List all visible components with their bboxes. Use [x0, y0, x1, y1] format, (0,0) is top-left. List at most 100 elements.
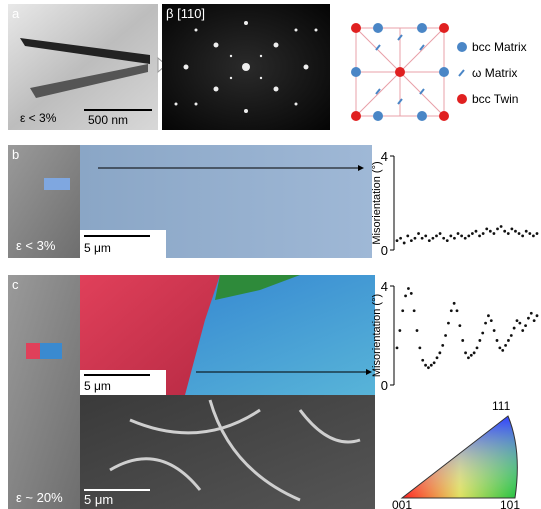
- scale-bar-label: 5 μm: [84, 379, 111, 393]
- strain-label: ε ~ 20%: [16, 490, 63, 505]
- data-point: [496, 339, 499, 342]
- data-point: [510, 227, 513, 230]
- ipf-corner: 101: [500, 498, 520, 509]
- ipf-triangle-overlay: [402, 416, 517, 498]
- y-axis-label: Misorientation (°): [371, 161, 383, 244]
- data-point: [527, 317, 530, 320]
- data-point: [442, 237, 445, 240]
- data-point: [407, 287, 410, 290]
- data-point: [399, 237, 402, 240]
- scale-bar-label: 500 nm: [88, 113, 128, 127]
- scan-region: [44, 178, 70, 190]
- data-point: [533, 319, 536, 322]
- data-point: [470, 354, 473, 357]
- panel-b: b ε < 3% 5 μm: [8, 145, 372, 258]
- data-point: [490, 319, 493, 322]
- data-point: [433, 361, 436, 364]
- ipf-corner: 001: [392, 498, 412, 509]
- data-point: [461, 339, 464, 342]
- data-point: [456, 309, 459, 312]
- legend-swatch: [459, 70, 464, 76]
- data-point: [436, 356, 439, 359]
- strain-label: ε < 3%: [20, 111, 57, 125]
- data-point: [478, 235, 481, 238]
- y-tick-label: 4: [381, 279, 388, 294]
- y-axis-label: Misorientation (°): [371, 294, 383, 377]
- scale-bar-label: 5 μm: [84, 492, 113, 507]
- data-point: [530, 312, 533, 315]
- data-point: [504, 344, 507, 347]
- data-point: [406, 235, 409, 238]
- panel-label: a: [12, 6, 20, 21]
- panel-label: b: [12, 147, 19, 162]
- data-point: [446, 239, 449, 242]
- data-point: [487, 314, 490, 317]
- data-point: [528, 232, 531, 235]
- data-point: [467, 235, 470, 238]
- data-point: [435, 235, 438, 238]
- kam-map: [80, 395, 375, 509]
- data-point: [478, 339, 481, 342]
- panel-label: c: [12, 277, 19, 292]
- data-point: [524, 324, 527, 327]
- data-point: [396, 239, 399, 242]
- data-point: [518, 232, 521, 235]
- data-point: [403, 242, 406, 245]
- ipf-key: 111 001 101: [392, 399, 520, 509]
- data-point: [421, 237, 424, 240]
- legend-label: bcc Matrix: [472, 40, 527, 54]
- data-point: [453, 237, 456, 240]
- data-point: [503, 230, 506, 233]
- data-point: [536, 232, 539, 235]
- data-point: [447, 322, 450, 325]
- legend-label: bcc Twin: [472, 92, 518, 106]
- data-point: [521, 329, 524, 332]
- data-point: [401, 309, 404, 312]
- data-point: [421, 359, 424, 362]
- data-point: [510, 334, 513, 337]
- data-point: [427, 366, 430, 369]
- data-point: [518, 322, 521, 325]
- data-point: [410, 239, 413, 242]
- data-point: [471, 232, 474, 235]
- figure: a ε < 3% 500 nm β [110]: [0, 0, 541, 509]
- data-point: [475, 230, 478, 233]
- data-point: [496, 227, 499, 230]
- data-point: [482, 232, 485, 235]
- strain-label: ε < 3%: [16, 238, 56, 253]
- data-point: [458, 324, 461, 327]
- scan-region: [26, 343, 40, 359]
- data-point: [438, 351, 441, 354]
- data-point: [513, 327, 516, 330]
- panel-a: a ε < 3% 500 nm β [110]: [8, 4, 527, 130]
- data-point: [410, 292, 413, 295]
- data-point: [428, 239, 431, 242]
- panel-c: c ε ~ 20% 5 μm 5 μm: [8, 275, 375, 509]
- data-point: [481, 332, 484, 335]
- data-point: [424, 364, 427, 367]
- data-point: [536, 314, 539, 317]
- data-point: [498, 346, 501, 349]
- data-point: [507, 339, 510, 342]
- data-point: [424, 235, 427, 238]
- zone-axis-label: β [110]: [166, 6, 205, 21]
- data-point: [476, 346, 479, 349]
- data-point: [485, 227, 488, 230]
- data-point: [416, 329, 419, 332]
- data-point: [450, 309, 453, 312]
- data-point: [493, 232, 496, 235]
- data-point: [507, 232, 510, 235]
- data-point: [441, 344, 444, 347]
- data-point: [467, 356, 470, 359]
- data-point: [449, 235, 452, 238]
- data-point: [473, 351, 476, 354]
- data-point: [484, 322, 487, 325]
- data-point: [525, 230, 528, 233]
- data-point: [489, 230, 492, 233]
- data-point: [431, 237, 434, 240]
- legend-label: ω Matrix: [472, 66, 517, 80]
- data-point: [414, 237, 417, 240]
- legend-swatch: [457, 42, 467, 52]
- scan-region: [40, 343, 62, 359]
- data-point: [439, 232, 442, 235]
